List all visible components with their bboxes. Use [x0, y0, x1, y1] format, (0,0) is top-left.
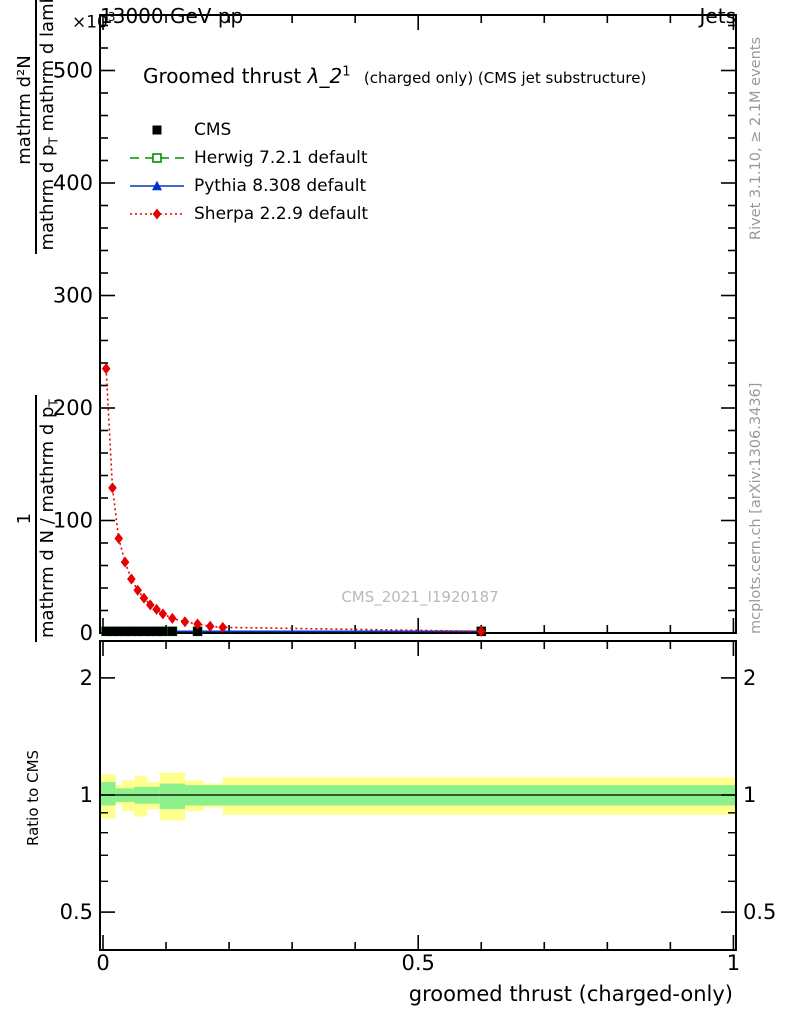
- plot-title-qualifier: (charged only) (CMS jet substructure): [363, 69, 647, 87]
- legend-label: CMS: [194, 120, 232, 140]
- marker-cms: [101, 626, 111, 636]
- ratio-y-tick-label-right: 1: [743, 783, 756, 807]
- main-y-tick-label: 500: [53, 59, 93, 83]
- plot-title: Groomed thrust λ_21 (charged only) (CMS …: [143, 64, 646, 88]
- ratio-panel-frame: [99, 640, 737, 951]
- marker-cms: [114, 626, 124, 636]
- fraction2-denominator: mathrm d pT mathrm d lambda: [37, 0, 61, 251]
- marker-sherpa: [120, 556, 130, 568]
- plot-title-observable: λ_2: [307, 64, 343, 88]
- y-axis-label-fraction-2: mathrm d²N mathrm d pT mathrm d lambda: [14, 0, 61, 255]
- marker-sherpa: [133, 584, 142, 596]
- legend: CMS Herwig 7.2.1 default Pythia 8.308 defa…: [128, 116, 368, 228]
- x-tick-label: 1: [727, 951, 740, 975]
- marker-sherpa: [168, 612, 177, 624]
- main-y-tick-label: 400: [53, 171, 93, 195]
- marker-sherpa: [139, 592, 149, 604]
- legend-item-herwig: Herwig 7.2.1 default: [128, 144, 368, 172]
- marker-sherpa: [476, 625, 486, 637]
- marker-pythia: [152, 180, 162, 191]
- plot-title-main: Groomed thrust: [143, 64, 302, 88]
- main-y-tick-label: 0: [80, 621, 93, 645]
- marker-cms: [152, 125, 162, 135]
- x-axis-label: groomed thrust (charged-only): [408, 982, 733, 1006]
- legend-marker-pythia: [130, 180, 184, 191]
- legend-marker-sherpa: [130, 208, 184, 220]
- legend-item-pythia: Pythia 8.308 default: [128, 172, 368, 200]
- plot-title-superscript: 1: [342, 64, 351, 80]
- fraction1-denominator: mathrm d N / mathrm d pT: [37, 399, 61, 638]
- marker-cms: [167, 626, 177, 636]
- marker-sherpa: [108, 482, 117, 494]
- mcplots-arxiv-note: mcplots.cern.ch [arXiv:1306.3436]: [748, 382, 764, 634]
- marker-sherpa: [158, 608, 168, 620]
- marker-cms: [107, 626, 117, 636]
- marker-cms: [152, 626, 162, 636]
- ratio-band-green: [159, 783, 185, 810]
- analysis-category-header: Jets: [699, 4, 736, 28]
- ratio-axis-label: Ratio to CMS: [24, 749, 42, 846]
- legend-marker-herwig: [130, 153, 184, 163]
- marker-sherpa: [114, 533, 124, 544]
- x-tick-label: 0.5: [401, 951, 434, 975]
- power-exponent: 3: [107, 10, 116, 24]
- y-axis-power-label: ×103: [72, 10, 116, 33]
- marker-sherpa: [152, 208, 162, 220]
- marker-cms: [126, 626, 136, 636]
- beam-energy-header: 13000 GeV pp: [100, 4, 244, 28]
- ratio-y-tick-label-right: 2: [743, 666, 756, 690]
- main-y-tick-label: 200: [53, 396, 93, 420]
- main-y-tick-label: 300: [53, 284, 93, 308]
- ratio-y-tick-label-left: 2: [80, 666, 93, 690]
- main-panel-frame: [99, 14, 737, 634]
- marker-sherpa: [152, 603, 161, 615]
- legend-label: Pythia 8.308 default: [194, 176, 367, 196]
- legend-item-sherpa: Sherpa 2.2.9 default: [128, 200, 368, 228]
- main-y-tick-label: 100: [53, 509, 93, 533]
- marker-cms: [120, 626, 130, 636]
- ratio-band-green: [100, 781, 116, 806]
- fraction1-numerator: 1: [14, 395, 37, 642]
- marker-cms: [145, 626, 155, 636]
- y-axis-label-fraction-1: 1 mathrm d N / mathrm d pT: [14, 395, 61, 642]
- marker-herwig: [152, 153, 162, 163]
- ratio-y-tick-label-left: 1: [80, 783, 93, 807]
- legend-label: Herwig 7.2.1 default: [194, 148, 368, 168]
- marker-sherpa: [145, 599, 155, 611]
- marker-sherpa: [127, 573, 136, 585]
- fraction2-numerator: mathrm d²N: [14, 0, 37, 255]
- marker-sherpa: [180, 616, 190, 628]
- x-tick-label: 0: [96, 951, 109, 975]
- legend-label: Sherpa 2.2.9 default: [194, 204, 369, 224]
- marker-cms: [139, 626, 149, 636]
- legend-item-cms: CMS: [128, 116, 368, 144]
- ratio-y-tick-label-left: 0.5: [60, 900, 93, 924]
- marker-sherpa: [218, 621, 228, 633]
- ratio-y-tick-label-right: 0.5: [743, 900, 776, 924]
- y-axis-label: 1 mathrm d N / mathrm d pT mathrm d²N ma…: [14, 0, 61, 642]
- marker-sherpa: [205, 620, 215, 632]
- marker-cms: [158, 626, 168, 636]
- legend-marker-cms: [152, 125, 162, 135]
- marker-cms: [193, 626, 203, 636]
- marker-sherpa: [193, 618, 202, 630]
- analysis-id-watermark: CMS_2021_I1920187: [341, 588, 499, 606]
- power-base: ×10: [72, 12, 108, 33]
- marker-cms: [133, 626, 143, 636]
- rivet-version-note: Rivet 3.1.10, ≥ 2.1M events: [748, 36, 764, 240]
- marker-sherpa: [101, 363, 111, 375]
